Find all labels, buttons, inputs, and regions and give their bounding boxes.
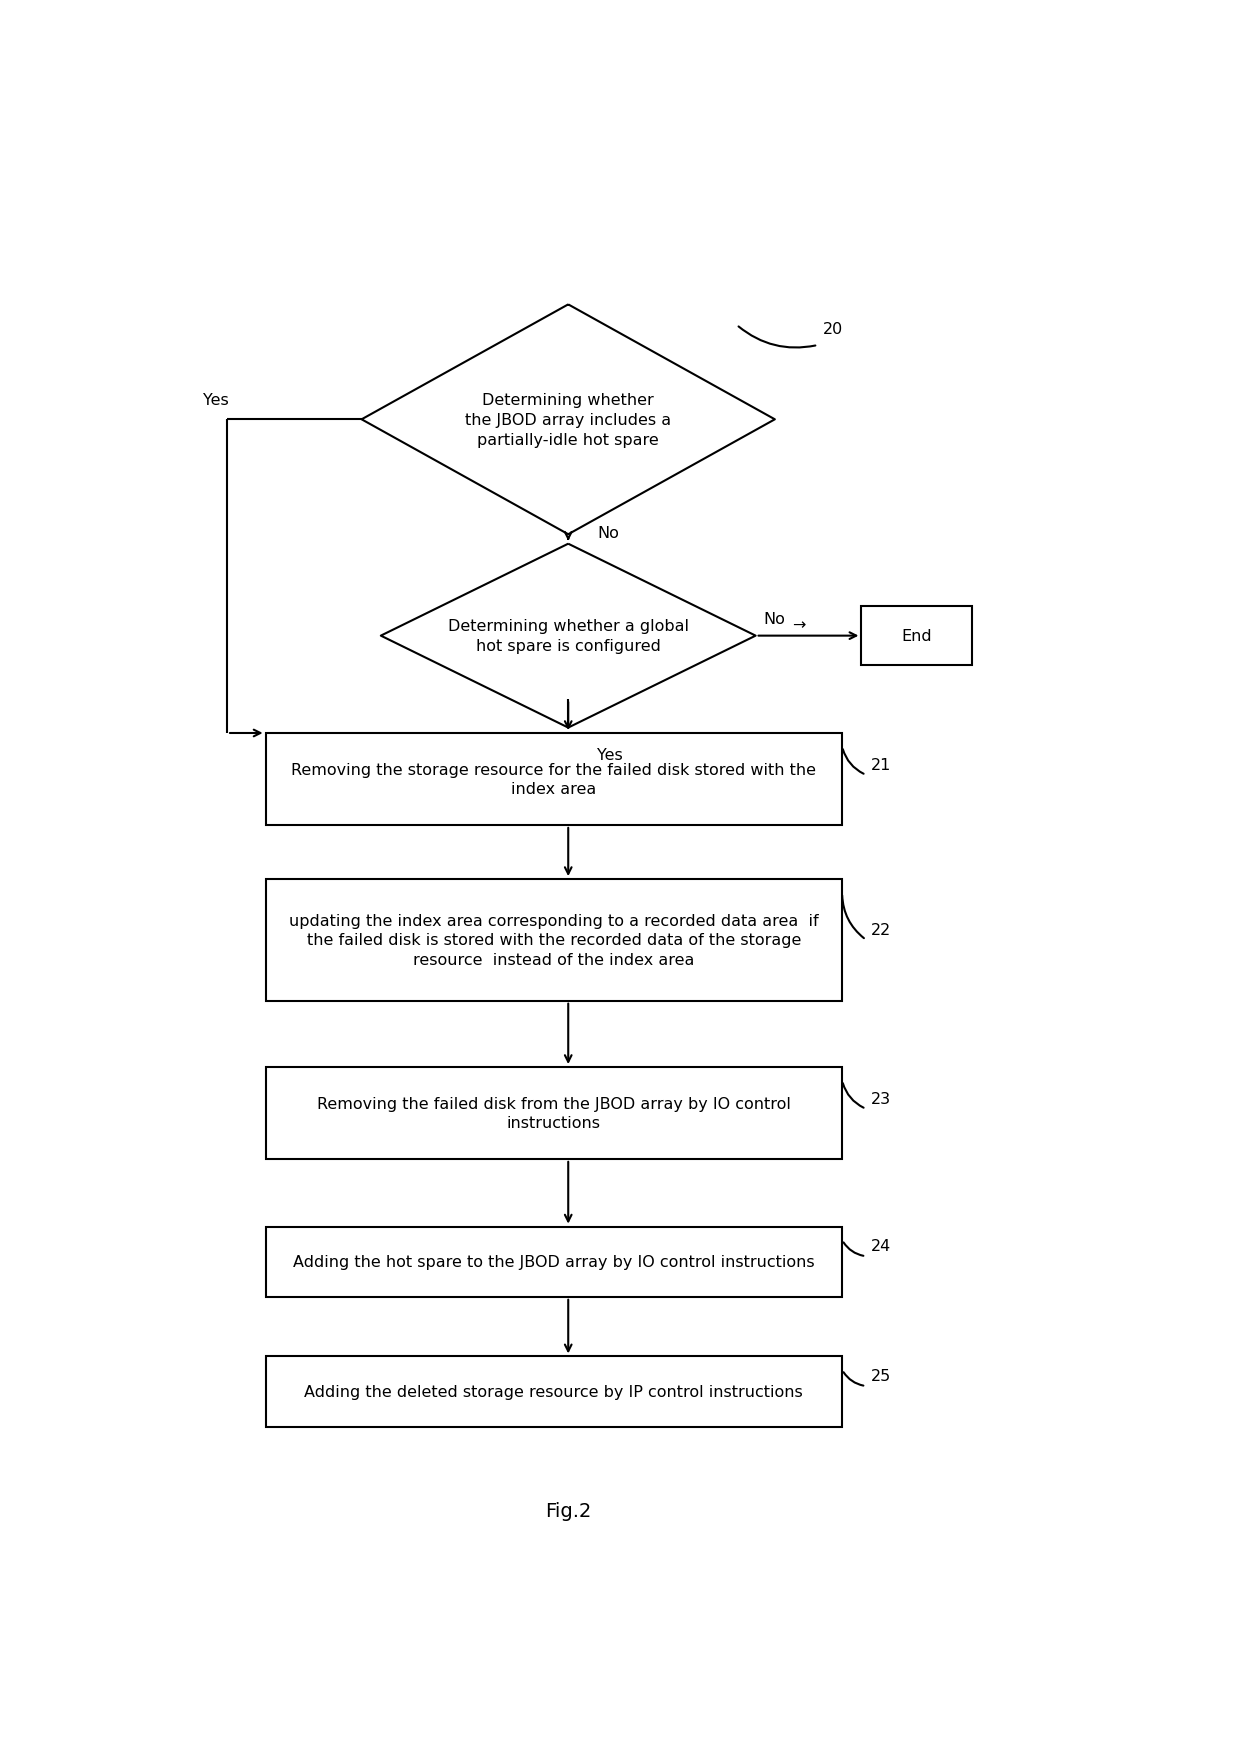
Text: Removing the failed disk from the JBOD array by IO control
instructions: Removing the failed disk from the JBOD a…	[317, 1095, 791, 1130]
Bar	[265, 879, 842, 1000]
FancyArrowPatch shape	[843, 749, 863, 774]
Text: Adding the hot spare to the JBOD array by IO control instructions: Adding the hot spare to the JBOD array b…	[293, 1255, 815, 1269]
Text: →: →	[792, 618, 806, 634]
Bar	[265, 734, 842, 825]
Text: No: No	[596, 525, 619, 541]
Text: No: No	[764, 611, 785, 627]
FancyArrowPatch shape	[843, 1372, 863, 1386]
Text: 20: 20	[823, 321, 843, 337]
Bar	[265, 1357, 842, 1427]
Text: Removing the storage resource for the failed disk stored with the
index area: Removing the storage resource for the fa…	[291, 762, 816, 797]
Bar	[265, 1227, 842, 1297]
Text: 23: 23	[870, 1092, 892, 1106]
Text: 25: 25	[870, 1367, 892, 1383]
FancyArrowPatch shape	[843, 1243, 863, 1257]
Text: Determining whether a global
hot spare is configured: Determining whether a global hot spare i…	[448, 620, 688, 653]
Text: 21: 21	[870, 756, 892, 772]
Text: 24: 24	[870, 1239, 892, 1253]
Text: Yes: Yes	[596, 748, 622, 763]
Text: Yes: Yes	[203, 393, 229, 407]
Text: End: End	[901, 628, 932, 644]
Text: Determining whether
the JBOD array includes a
partially-idle hot spare: Determining whether the JBOD array inclu…	[465, 393, 671, 448]
FancyArrowPatch shape	[842, 895, 864, 939]
Text: Fig.2: Fig.2	[546, 1501, 591, 1520]
Bar	[265, 1067, 842, 1160]
Text: 22: 22	[870, 921, 892, 937]
Text: updating the index area corresponding to a recorded data area  if
the failed dis: updating the index area corresponding to…	[289, 913, 818, 967]
Bar	[862, 607, 972, 665]
FancyArrowPatch shape	[843, 1083, 863, 1107]
FancyArrowPatch shape	[739, 326, 816, 347]
Text: Adding the deleted storage resource by IP control instructions: Adding the deleted storage resource by I…	[305, 1385, 804, 1399]
